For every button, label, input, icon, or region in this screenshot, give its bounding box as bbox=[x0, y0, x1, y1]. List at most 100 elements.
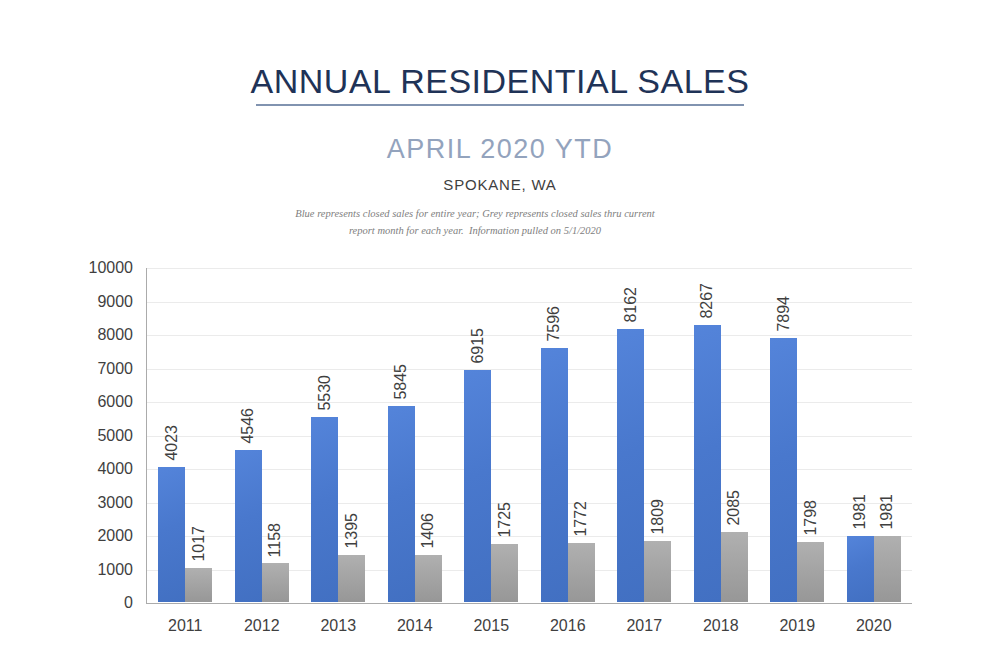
y-axis-labels: 0100020003000400050006000700080009000100… bbox=[43, 268, 133, 603]
bar-group-2011: 4023 1017 bbox=[147, 268, 224, 602]
blue-bar-2015 bbox=[464, 370, 491, 602]
bar-value-label: 4546 bbox=[240, 408, 256, 444]
grey-bar-2016 bbox=[568, 543, 595, 602]
y-axis-tick-label: 9000 bbox=[43, 293, 133, 311]
bar-column: 8162 bbox=[617, 287, 644, 602]
blue-bar-2016 bbox=[541, 348, 568, 602]
bar-value-label: 1981 bbox=[879, 494, 895, 530]
bar-column: 7894 bbox=[770, 296, 797, 602]
y-axis-tick-label: 6000 bbox=[43, 393, 133, 411]
bar-value-label: 5845 bbox=[393, 364, 409, 400]
x-axis-tick-label: 2015 bbox=[453, 617, 530, 635]
title-underline bbox=[256, 104, 744, 106]
grey-bar-2020 bbox=[874, 536, 901, 602]
bar-column: 6915 bbox=[464, 328, 491, 602]
bar-value-label: 1725 bbox=[497, 502, 513, 538]
y-axis-tick-label: 1000 bbox=[43, 561, 133, 579]
bar-value-label: 5530 bbox=[317, 375, 333, 411]
y-axis-tick-label: 5000 bbox=[43, 427, 133, 445]
x-axis-tick-label: 2018 bbox=[683, 617, 760, 635]
bar-column: 1798 bbox=[797, 500, 824, 602]
bar-value-label: 8267 bbox=[699, 283, 715, 319]
bar-value-label: 6915 bbox=[470, 328, 486, 364]
bar-value-label: 1017 bbox=[191, 526, 207, 562]
grey-bar-2017 bbox=[644, 541, 671, 602]
y-axis-tick-label: 0 bbox=[43, 594, 133, 612]
x-axis-tick-label: 2011 bbox=[147, 617, 224, 635]
x-axis-tick-label: 2014 bbox=[377, 617, 454, 635]
bar-group-2016: 7596 1772 bbox=[530, 268, 607, 602]
x-axis-tick-label: 2017 bbox=[606, 617, 683, 635]
bar-value-label: 7596 bbox=[546, 306, 562, 342]
bar-value-label: 1395 bbox=[344, 513, 360, 549]
grey-bar-2011 bbox=[185, 568, 212, 602]
x-axis-tick-label: 2020 bbox=[836, 617, 913, 635]
bar-group-2020: 1981 1981 bbox=[836, 268, 913, 602]
annual-sales-bar-chart: 0100020003000400050006000700080009000100… bbox=[147, 268, 912, 603]
bar-group-2014: 5845 1406 bbox=[377, 268, 454, 602]
chart-note-line1: Blue represents closed sales for entire … bbox=[0, 206, 975, 223]
bar-group-2019: 7894 1798 bbox=[759, 268, 836, 602]
bar-column: 1725 bbox=[491, 502, 518, 602]
y-axis-tick-label: 10000 bbox=[43, 259, 133, 277]
bar-value-label: 1158 bbox=[267, 523, 283, 557]
grey-bar-2015 bbox=[491, 544, 518, 602]
x-axis-tick-label: 2019 bbox=[759, 617, 836, 635]
bar-value-label: 8162 bbox=[623, 287, 639, 323]
y-axis-tick-label: 8000 bbox=[43, 326, 133, 344]
x-axis-tick-label: 2012 bbox=[224, 617, 301, 635]
blue-bar-2013 bbox=[311, 417, 338, 602]
grey-bar-2012 bbox=[262, 563, 289, 602]
blue-bar-2014 bbox=[388, 406, 415, 602]
report-page: ANNUAL RESIDENTIAL SALES APRIL 2020 YTD … bbox=[0, 0, 1000, 656]
bar-column: 2085 bbox=[721, 490, 748, 602]
x-axis-line bbox=[146, 603, 912, 604]
blue-bar-2011 bbox=[158, 467, 185, 602]
grey-bar-2018 bbox=[721, 532, 748, 602]
location-label: SPOKANE, WA bbox=[0, 176, 1000, 193]
blue-bar-2018 bbox=[694, 325, 721, 602]
bar-value-label: 1772 bbox=[573, 501, 589, 537]
chart-note-line2: report month for each year. Information … bbox=[0, 223, 975, 240]
bar-group-2013: 5530 1395 bbox=[300, 268, 377, 602]
bar-column: 1981 bbox=[847, 494, 874, 602]
bar-column: 5845 bbox=[388, 364, 415, 602]
bar-column: 1017 bbox=[185, 526, 212, 602]
grey-bar-2014 bbox=[415, 555, 442, 602]
grey-bar-2013 bbox=[338, 555, 365, 602]
page-title: ANNUAL RESIDENTIAL SALES bbox=[0, 62, 1000, 101]
bar-value-label: 1406 bbox=[420, 513, 436, 549]
blue-bar-2020 bbox=[847, 536, 874, 602]
bar-column: 4546 bbox=[235, 408, 262, 602]
bar-column: 1772 bbox=[568, 501, 595, 602]
bar-value-label: 1809 bbox=[650, 499, 666, 535]
grey-bar-2019 bbox=[797, 542, 824, 602]
blue-bar-2017 bbox=[617, 329, 644, 602]
report-period-subtitle: APRIL 2020 YTD bbox=[0, 134, 1000, 165]
bar-column: 1158 bbox=[262, 523, 289, 602]
x-axis-tick-label: 2016 bbox=[530, 617, 607, 635]
y-axis-tick-label: 7000 bbox=[43, 360, 133, 378]
bar-group-2018: 8267 2085 bbox=[683, 268, 760, 602]
y-axis-tick-label: 3000 bbox=[43, 494, 133, 512]
blue-bar-2019 bbox=[770, 338, 797, 602]
bar-value-label: 7894 bbox=[776, 296, 792, 332]
bar-column: 4023 bbox=[158, 425, 185, 602]
bar-value-label: 4023 bbox=[164, 425, 180, 461]
blue-bar-2012 bbox=[235, 450, 262, 602]
y-axis-tick-label: 2000 bbox=[43, 527, 133, 545]
bar-column: 7596 bbox=[541, 306, 568, 602]
bar-value-label: 1798 bbox=[803, 500, 819, 536]
bar-column: 1406 bbox=[415, 513, 442, 602]
bar-value-label: 2085 bbox=[726, 490, 742, 526]
x-axis-tick-label: 2013 bbox=[300, 617, 377, 635]
bar-column: 5530 bbox=[311, 375, 338, 602]
bar-column: 8267 bbox=[694, 283, 721, 602]
bar-group-2015: 6915 1725 bbox=[453, 268, 530, 602]
bar-group-2012: 4546 1158 bbox=[224, 268, 301, 602]
chart-note: Blue represents closed sales for entire … bbox=[0, 206, 975, 239]
bar-value-label: 1981 bbox=[852, 494, 868, 530]
bar-column: 1395 bbox=[338, 513, 365, 602]
y-axis-tick-label: 4000 bbox=[43, 460, 133, 478]
bar-group-2017: 8162 1809 bbox=[606, 268, 683, 602]
